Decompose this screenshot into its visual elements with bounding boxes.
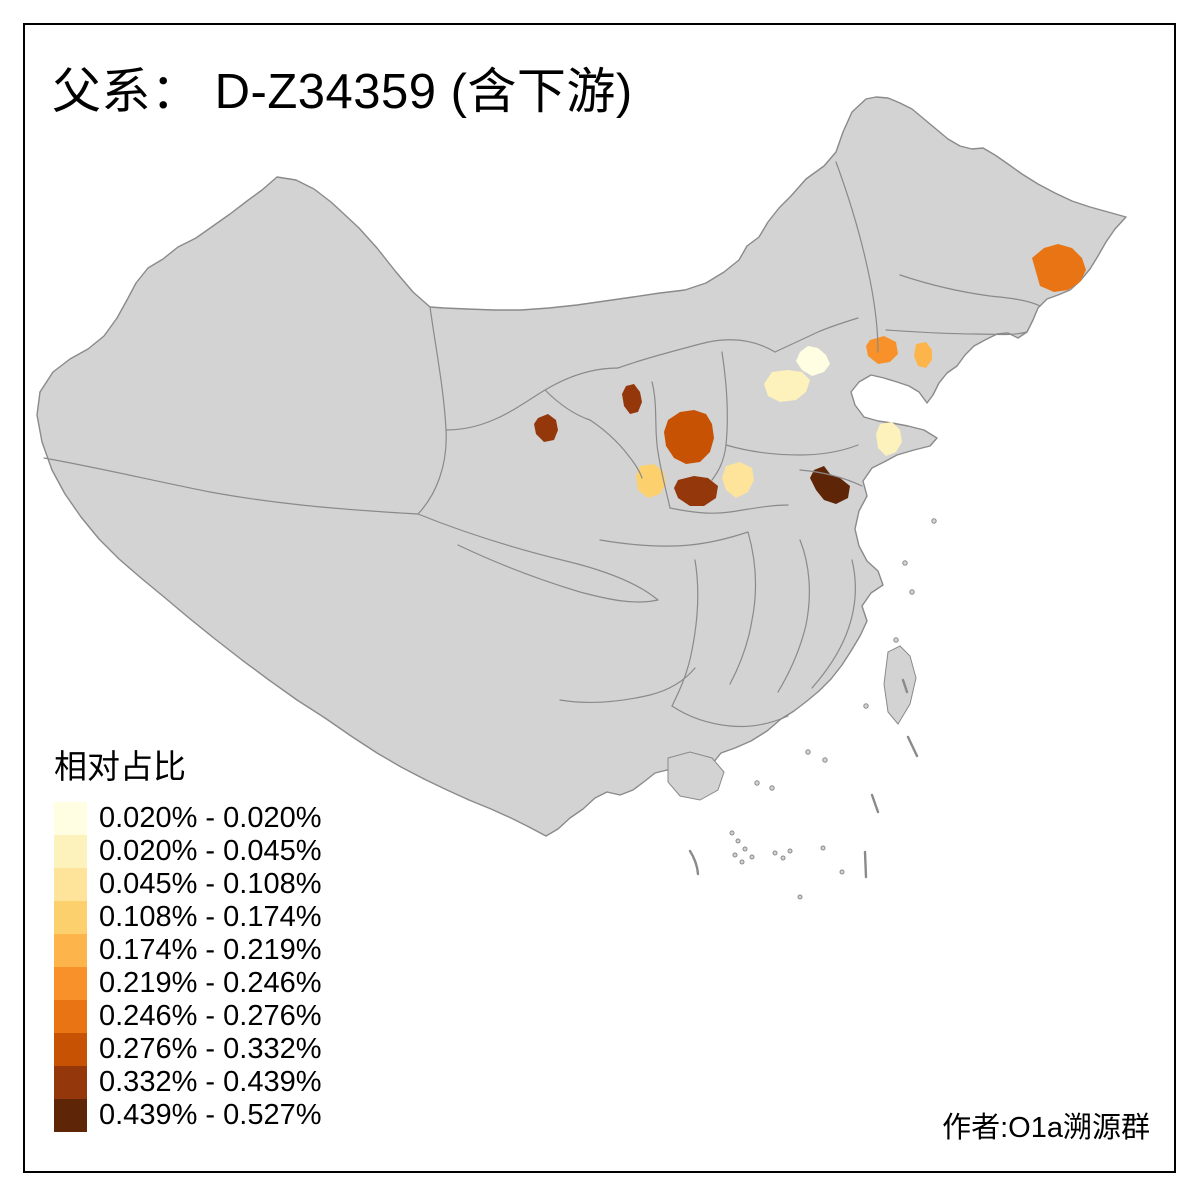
south-china-sea-dashes (688, 678, 919, 879)
legend-swatch (54, 934, 87, 967)
region-henan-west (722, 462, 754, 498)
legend-label: 0.174% - 0.219% (99, 934, 322, 966)
region-hebei-central (764, 370, 810, 402)
legend-item: 0.020% - 0.020% (54, 802, 321, 835)
region-shanxi-south (674, 476, 718, 506)
legend-swatch (54, 901, 87, 934)
legend: 相对占比 0.020% - 0.020% 0.020% - 0.045% 0.045… (54, 748, 321, 1132)
legend-label: 0.276% - 0.332% (99, 1033, 322, 1065)
legend-label: 0.246% - 0.276% (99, 1000, 322, 1032)
attribution-text: 作者:O1a溯源群 (942, 1112, 1150, 1144)
legend-swatch (54, 868, 87, 901)
region-liaoning-west (866, 336, 898, 364)
region-gansu-east (636, 464, 666, 498)
legend-item: 0.108% - 0.174% (54, 901, 321, 934)
legend-label: 0.332% - 0.439% (99, 1066, 322, 1098)
legend-swatch (54, 967, 87, 1000)
legend-item: 0.219% - 0.246% (54, 967, 321, 1000)
legend-label: 0.020% - 0.045% (99, 835, 322, 867)
legend-label: 0.219% - 0.246% (99, 967, 322, 999)
legend-label: 0.108% - 0.174% (99, 901, 322, 933)
small-islands (729, 518, 937, 900)
plot-title: 父系： D-Z34359 (含下游) (52, 65, 633, 119)
legend-swatch (54, 1000, 87, 1033)
region-jiangsu-north (810, 466, 850, 504)
legend-items: 0.020% - 0.020% 0.020% - 0.045% 0.045% - 0… (54, 802, 321, 1132)
region-shandong-east (876, 422, 902, 456)
legend-label: 0.439% - 0.527% (99, 1099, 322, 1131)
legend-item: 0.276% - 0.332% (54, 1033, 321, 1066)
region-qinghai-east (534, 414, 558, 442)
choropleth-regions (534, 244, 1086, 506)
legend-item: 0.439% - 0.527% (54, 1099, 321, 1132)
province-borders (43, 161, 1041, 728)
legend-item: 0.020% - 0.045% (54, 835, 321, 868)
legend-label: 0.045% - 0.108% (99, 868, 322, 900)
legend-swatch (54, 1099, 87, 1132)
legend-title: 相对占比 (54, 748, 186, 785)
region-shaanxi-north (622, 384, 642, 414)
legend-item: 0.332% - 0.439% (54, 1066, 321, 1099)
legend-swatch (54, 1033, 87, 1066)
legend-swatch (54, 835, 87, 868)
mainland-outline (36, 96, 1127, 837)
region-shanxi-central (664, 410, 714, 464)
legend-item: 0.174% - 0.219% (54, 934, 321, 967)
legend-item: 0.246% - 0.276% (54, 1000, 321, 1033)
region-liaoning-east (914, 342, 932, 368)
region-heilongjiang-east (1032, 244, 1086, 292)
legend-swatch (54, 1066, 87, 1099)
legend-label: 0.020% - 0.020% (99, 802, 322, 834)
legend-swatch (54, 802, 87, 835)
taiwan-island (883, 645, 917, 725)
region-beijing-area (796, 346, 830, 376)
hainan-island (667, 751, 725, 801)
legend-item: 0.045% - 0.108% (54, 868, 321, 901)
